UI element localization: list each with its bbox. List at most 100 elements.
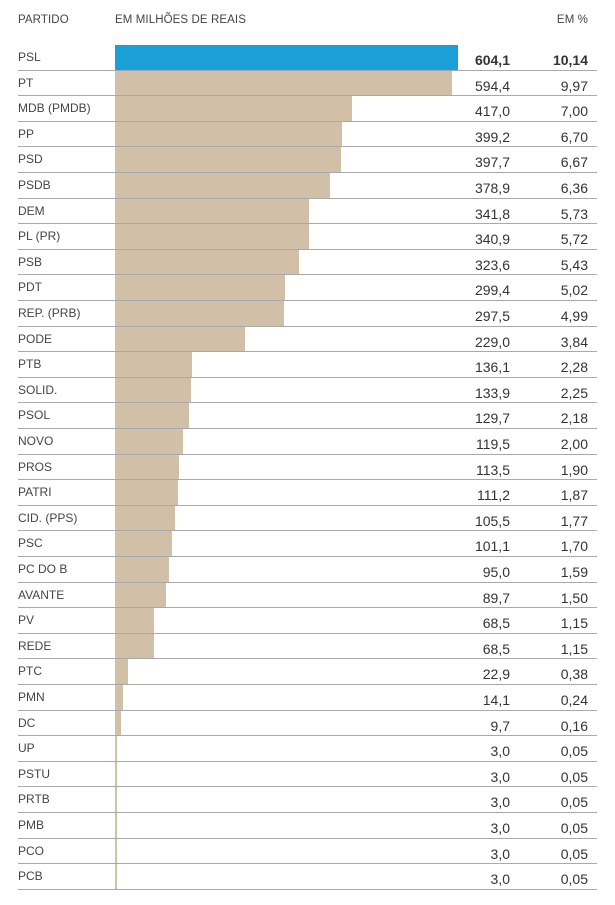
percent-label: 9,97	[560, 77, 588, 94]
party-label: DEM	[18, 203, 45, 218]
value-label: 101,1	[474, 538, 510, 555]
party-label: REDE	[18, 638, 52, 653]
bar	[115, 429, 183, 455]
party-label: PP	[18, 126, 35, 141]
bar	[115, 326, 246, 353]
percent-label: 0,16	[560, 717, 588, 734]
row-separator	[18, 197, 597, 199]
party-label: PODE	[18, 331, 53, 346]
value-label: 229,0	[474, 333, 510, 350]
percent-label: 1,90	[560, 461, 588, 478]
row-separator	[18, 504, 597, 506]
party-label: UP	[18, 741, 35, 756]
percent-label: 4,99	[560, 308, 588, 324]
percent-label: 10,14	[552, 52, 588, 68]
party-label: NOVO	[18, 434, 54, 448]
bar	[115, 403, 189, 429]
table-row: DEM 341,8 5,73	[0, 198, 615, 225]
row-separator	[18, 479, 597, 481]
bar	[115, 275, 285, 301]
value-label: 111,2	[477, 487, 510, 504]
table-row: CID. (PPS) 105,5 1,77	[0, 505, 615, 532]
table-row: PSTU 3,0 0,05	[0, 761, 615, 788]
value-label: 89,7	[482, 589, 510, 606]
percent-label: 0,05	[560, 871, 588, 888]
row-separator	[18, 530, 597, 532]
table-row: DC 9,7 0,16	[0, 710, 615, 737]
value-label: 3,0	[490, 743, 510, 760]
bar	[115, 147, 341, 173]
bar	[115, 249, 299, 276]
row-separator	[18, 351, 597, 353]
bar	[115, 531, 173, 557]
bar	[115, 45, 458, 70]
party-label: PSL	[18, 50, 41, 64]
party-column-header: PARTIDO	[18, 14, 69, 26]
bar	[115, 96, 352, 122]
value-label: 95,0	[482, 564, 510, 580]
percent-label: 3,84	[560, 333, 588, 350]
value-column-header: EM MILHÕES DE REAIS	[115, 14, 246, 26]
row-separator	[18, 735, 597, 737]
party-label: PSC	[18, 536, 43, 551]
bar	[115, 505, 175, 532]
bar	[115, 787, 117, 813]
value-label: 68,5	[482, 615, 510, 632]
percent-label: 7,00	[560, 103, 588, 120]
party-label: PTB	[18, 357, 42, 372]
percent-label: 0,05	[560, 820, 588, 836]
value-label: 594,4	[474, 77, 510, 94]
table-row: PRTB 3,0 0,05	[0, 787, 615, 813]
party-label: PC DO B	[18, 562, 68, 576]
table-row: PATRI 111,2 1,87	[0, 480, 615, 506]
row-separator	[18, 658, 597, 660]
bar	[115, 557, 169, 583]
bar	[115, 121, 342, 148]
value-label: 323,6	[474, 256, 510, 273]
percent-label: 0,05	[560, 768, 588, 785]
table-row: PSC 101,1 1,70	[0, 531, 615, 557]
table-row: PSL 604,1 10,14	[0, 45, 615, 71]
percent-label: 0,05	[560, 794, 588, 811]
value-label: 119,5	[476, 436, 510, 452]
bar	[115, 301, 284, 327]
table-row: PODE 229,0 3,84	[0, 326, 615, 353]
row-separator	[18, 683, 597, 685]
bar	[115, 838, 117, 865]
row-separator	[18, 223, 597, 225]
value-label: 417,0	[474, 103, 510, 120]
row-separator	[18, 709, 597, 711]
row-separator	[18, 427, 597, 429]
party-label: SOLID.	[18, 382, 58, 397]
percent-label: 0,05	[560, 743, 588, 760]
table-row: PC DO B 95,0 1,59	[0, 557, 615, 583]
value-label: 3,0	[490, 794, 510, 811]
value-label: 297,5	[474, 308, 510, 324]
row-separator	[18, 120, 597, 122]
party-label: PMN	[18, 690, 45, 704]
row-separator	[18, 376, 597, 378]
party-label: DC	[18, 715, 36, 730]
percent-label: 2,28	[560, 359, 588, 376]
row-separator	[18, 274, 597, 276]
table-row: MDB (PMDB) 417,0 7,00	[0, 96, 615, 122]
party-label: PSB	[18, 254, 43, 269]
table-row: REP. (PRB) 297,5 4,99	[0, 301, 615, 327]
row-separator	[18, 453, 597, 455]
table-row: PSD 397,7 6,67	[0, 147, 615, 173]
table-row: PROS 113,5 1,90	[0, 454, 615, 481]
table-row: PMN 14,1 0,24	[0, 685, 615, 711]
bar	[115, 173, 331, 199]
party-label: PCO	[18, 843, 45, 858]
percent-label: 1,59	[560, 564, 588, 580]
percent-label: 6,70	[560, 128, 588, 145]
percent-label: 1,77	[560, 512, 588, 529]
party-label: PSOL	[18, 408, 51, 423]
bar	[115, 608, 154, 634]
party-label: PSDB	[18, 178, 51, 192]
value-label: 68,5	[482, 640, 510, 657]
bar	[115, 685, 123, 711]
bar	[115, 224, 309, 250]
value-label: 14,1	[482, 692, 510, 708]
table-row: SOLID. 133,9 2,25	[0, 377, 615, 404]
